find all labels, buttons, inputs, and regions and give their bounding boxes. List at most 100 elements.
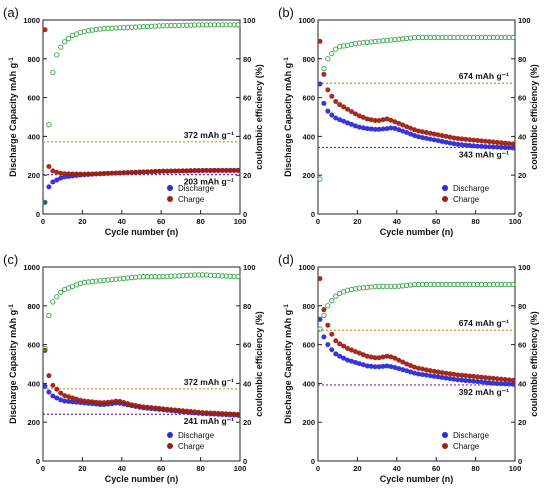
charge-point xyxy=(427,368,433,374)
reference-line-label: 674 mAh g⁻¹ xyxy=(459,71,509,81)
ce-point xyxy=(156,274,162,280)
discharge-point xyxy=(392,364,398,370)
charge-point xyxy=(168,407,174,413)
charge-point xyxy=(348,347,354,353)
ce-point xyxy=(439,281,445,288)
ce-point xyxy=(180,22,186,28)
y2-tick-label: 80 xyxy=(518,302,526,311)
charge-point xyxy=(498,376,504,382)
discharge-point xyxy=(50,393,56,399)
charge-point xyxy=(372,355,378,361)
y2-tick-label: 40 xyxy=(518,132,526,141)
discharge-point xyxy=(431,137,437,143)
legend-label-charge: Charge xyxy=(453,442,480,451)
ce-point xyxy=(333,46,339,52)
ce-point xyxy=(231,273,237,280)
x-tick-label: 80 xyxy=(196,464,204,473)
series-charge xyxy=(42,27,241,177)
charge-point xyxy=(129,402,135,408)
charge-point xyxy=(231,411,237,417)
ce-point xyxy=(490,281,496,288)
charge-point xyxy=(109,399,115,405)
y2-tick-label: 60 xyxy=(518,94,526,103)
charge-point xyxy=(152,405,158,411)
ce-point xyxy=(490,34,496,41)
charge-point xyxy=(211,410,217,416)
x-tick-label: 60 xyxy=(432,464,440,473)
legend-label-charge: Charge xyxy=(178,195,205,204)
ce-point xyxy=(105,25,111,32)
ce-point xyxy=(199,22,206,28)
discharge-point xyxy=(475,143,481,149)
charge-point xyxy=(192,409,198,415)
charge-point xyxy=(482,138,488,144)
charge-point xyxy=(329,331,335,337)
charge-point xyxy=(81,171,87,177)
charge-point xyxy=(455,372,461,378)
y2-tick-label: 80 xyxy=(243,302,251,311)
ce-point xyxy=(128,24,135,30)
charge-point xyxy=(329,93,335,99)
x-axis-label: Cycle number (n) xyxy=(380,474,454,484)
ce-point xyxy=(463,281,469,288)
discharge-point xyxy=(321,100,327,106)
discharge-point xyxy=(459,377,465,383)
charge-point xyxy=(415,365,421,371)
discharge-point xyxy=(337,117,343,123)
charge-point xyxy=(423,367,429,373)
charge-point xyxy=(388,117,394,123)
legend-label-charge: Charge xyxy=(453,195,480,204)
ce-point xyxy=(136,24,143,30)
panel-label: (a) xyxy=(3,5,19,20)
discharge-point xyxy=(42,383,48,389)
y-tick-label: 0 xyxy=(311,210,315,219)
discharge-point xyxy=(447,376,453,382)
discharge-point xyxy=(415,371,421,377)
ce-point xyxy=(125,24,131,31)
ce-point xyxy=(219,22,225,28)
charge-point xyxy=(176,168,182,174)
discharge-point xyxy=(467,378,473,384)
charge-point xyxy=(105,399,111,405)
charge-point xyxy=(400,122,406,128)
charge-point xyxy=(172,407,178,413)
ce-point xyxy=(376,283,382,290)
ce-point xyxy=(506,281,512,288)
charge-point xyxy=(368,117,374,123)
charge-point xyxy=(133,169,139,175)
x-tick-label: 0 xyxy=(41,464,45,473)
ce-point xyxy=(435,34,441,41)
ce-point xyxy=(50,69,56,76)
discharge-point xyxy=(325,342,331,348)
discharge-point xyxy=(329,347,335,353)
discharge-point xyxy=(435,374,441,380)
charge-point xyxy=(384,116,390,122)
discharge-point xyxy=(345,357,351,363)
charge-point xyxy=(431,131,437,137)
discharge-point xyxy=(368,126,374,132)
charge-point xyxy=(408,363,414,369)
charge-point xyxy=(117,398,123,404)
charge-point xyxy=(227,411,233,417)
charge-point xyxy=(50,168,56,174)
y2-axis-label: coulombic efficiency (%) xyxy=(529,311,539,417)
ce-point xyxy=(207,272,214,278)
x-tick-label: 0 xyxy=(41,217,45,226)
charge-point xyxy=(81,398,87,404)
ce-point xyxy=(227,273,233,279)
legend-label-discharge: Discharge xyxy=(453,431,490,440)
ce-point xyxy=(180,272,186,279)
charge-point xyxy=(140,404,146,410)
y2-tick-label: 100 xyxy=(243,263,256,272)
x-tick-label: 20 xyxy=(78,464,86,473)
ce-point xyxy=(46,122,52,128)
charge-point xyxy=(125,170,131,176)
charge-point xyxy=(498,140,504,146)
discharge-point xyxy=(455,141,461,147)
x-axis-label: Cycle number (n) xyxy=(105,474,179,484)
charge-point xyxy=(490,375,496,381)
x-tick-label: 100 xyxy=(234,464,247,473)
charge-point xyxy=(333,98,339,104)
discharge-point xyxy=(376,364,382,370)
plot-frame xyxy=(42,266,241,462)
